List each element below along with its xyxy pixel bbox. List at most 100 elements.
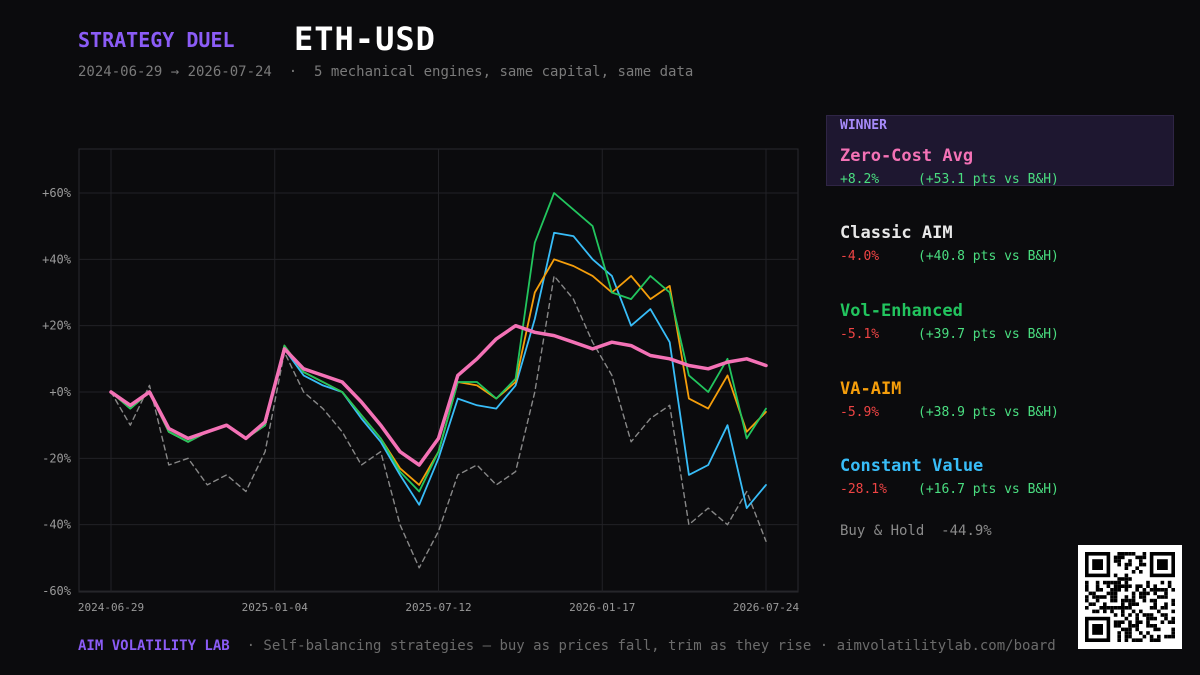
qr-module bbox=[1124, 638, 1129, 642]
qr-module bbox=[1135, 624, 1139, 628]
qr-module bbox=[1131, 591, 1136, 596]
qr-module bbox=[1171, 588, 1175, 592]
qr-module bbox=[1135, 616, 1139, 621]
qr-module bbox=[1113, 598, 1118, 603]
strategy-return: -5.1% bbox=[840, 327, 880, 342]
qr-module bbox=[1117, 562, 1121, 567]
qr-module bbox=[1146, 624, 1150, 628]
qr-module bbox=[1121, 555, 1125, 560]
qr-module bbox=[1113, 620, 1118, 624]
strategy-name: Vol-Enhanced bbox=[840, 301, 963, 321]
qr-module bbox=[1128, 634, 1132, 639]
strategy-vs-buy-hold: (+16.7 pts vs B&H) bbox=[918, 482, 1059, 497]
y-tick-label: +20% bbox=[42, 319, 72, 333]
qr-module bbox=[1128, 631, 1132, 635]
qr-module bbox=[1106, 580, 1111, 585]
footer-brand: AIM VOLATILITY LAB bbox=[78, 638, 230, 654]
qr-code-icon bbox=[1078, 545, 1182, 649]
qr-module bbox=[1135, 613, 1139, 617]
qr-module bbox=[1142, 552, 1147, 556]
qr-module bbox=[1142, 634, 1147, 639]
qr-module bbox=[1110, 595, 1114, 599]
qr-module bbox=[1142, 588, 1147, 592]
qr-module bbox=[1103, 606, 1107, 610]
qr-module bbox=[1085, 606, 1089, 610]
qr-module bbox=[1124, 627, 1129, 632]
qr-module bbox=[1128, 602, 1132, 606]
qr-module bbox=[1131, 638, 1136, 642]
strategy-return: -5.9% bbox=[840, 405, 880, 420]
qr-module bbox=[1124, 606, 1129, 610]
qr-module bbox=[1131, 609, 1136, 614]
qr-module bbox=[1149, 616, 1154, 621]
qr-module bbox=[1139, 559, 1143, 563]
qr-module bbox=[1121, 606, 1125, 610]
qr-module bbox=[1131, 624, 1136, 628]
qr-module bbox=[1106, 591, 1111, 596]
qr-module bbox=[1099, 588, 1103, 592]
qr-module bbox=[1153, 602, 1157, 606]
qr-module bbox=[1121, 598, 1125, 603]
strategy-vs-buy-hold: (+53.1 pts vs B&H) bbox=[918, 172, 1059, 187]
qr-module bbox=[1117, 606, 1121, 610]
qr-module bbox=[1135, 588, 1139, 592]
qr-module bbox=[1142, 591, 1147, 596]
qr-module bbox=[1146, 591, 1150, 596]
qr-module bbox=[1164, 634, 1168, 639]
qr-module bbox=[1131, 570, 1136, 574]
ticker-title: ETH-USD bbox=[294, 20, 436, 58]
qr-module bbox=[1160, 595, 1165, 599]
qr-module bbox=[1124, 595, 1129, 599]
y-tick-label: -20% bbox=[42, 451, 72, 465]
qr-module bbox=[1095, 584, 1100, 588]
strategy-stats: -5.1% (+39.7 pts vs B&H) bbox=[840, 327, 1059, 342]
qr-module bbox=[1160, 613, 1165, 617]
qr-module bbox=[1128, 559, 1132, 563]
qr-module bbox=[1171, 634, 1175, 639]
qr-module bbox=[1128, 620, 1132, 624]
qr-module bbox=[1139, 620, 1143, 624]
qr-module bbox=[1088, 591, 1093, 596]
qr-module bbox=[1095, 588, 1100, 592]
qr-module bbox=[1142, 613, 1147, 617]
qr-module bbox=[1088, 602, 1093, 606]
qr-module bbox=[1167, 580, 1172, 585]
qr-module bbox=[1103, 580, 1107, 585]
qr-module bbox=[1139, 638, 1143, 642]
qr-module bbox=[1103, 602, 1107, 606]
qr-module bbox=[1095, 595, 1100, 599]
qr-module bbox=[1117, 624, 1121, 628]
qr-module bbox=[1110, 598, 1114, 603]
strategy-stats: +8.2% (+53.1 pts vs B&H) bbox=[840, 172, 1059, 187]
qr-module bbox=[1092, 559, 1103, 570]
x-tick-label: 2026-07-24 bbox=[733, 601, 800, 614]
x-tick-label: 2025-07-12 bbox=[405, 601, 471, 614]
strategy-return: -28.1% bbox=[840, 482, 887, 497]
qr-module bbox=[1139, 562, 1143, 567]
strategy-name: Zero-Cost Avg bbox=[840, 146, 974, 166]
qr-module bbox=[1142, 555, 1147, 560]
qr-module bbox=[1157, 609, 1161, 614]
qr-module bbox=[1106, 584, 1111, 588]
qr-module bbox=[1092, 591, 1096, 596]
qr-module bbox=[1139, 591, 1143, 596]
qr-module bbox=[1124, 634, 1129, 639]
qr-module bbox=[1131, 602, 1136, 606]
qr-module bbox=[1153, 638, 1157, 642]
qr-module bbox=[1124, 631, 1129, 635]
qr-module bbox=[1146, 613, 1150, 617]
qr-module bbox=[1153, 598, 1157, 603]
strategy-vs-buy-hold: (+39.7 pts vs B&H) bbox=[918, 327, 1059, 342]
qr-module bbox=[1164, 602, 1168, 606]
qr-module bbox=[1113, 588, 1118, 592]
qr-module bbox=[1085, 584, 1089, 588]
qr-module bbox=[1153, 606, 1157, 610]
qr-module bbox=[1121, 584, 1125, 588]
qr-module bbox=[1092, 595, 1096, 599]
qr-module bbox=[1124, 562, 1129, 567]
qr-module bbox=[1139, 595, 1143, 599]
qr-module bbox=[1128, 584, 1132, 588]
qr-module bbox=[1117, 638, 1121, 642]
header-subtitle: 2024-06-29 → 2026-07-24 · 5 mechanical e… bbox=[78, 64, 694, 80]
strategy-return: +8.2% bbox=[840, 172, 880, 187]
